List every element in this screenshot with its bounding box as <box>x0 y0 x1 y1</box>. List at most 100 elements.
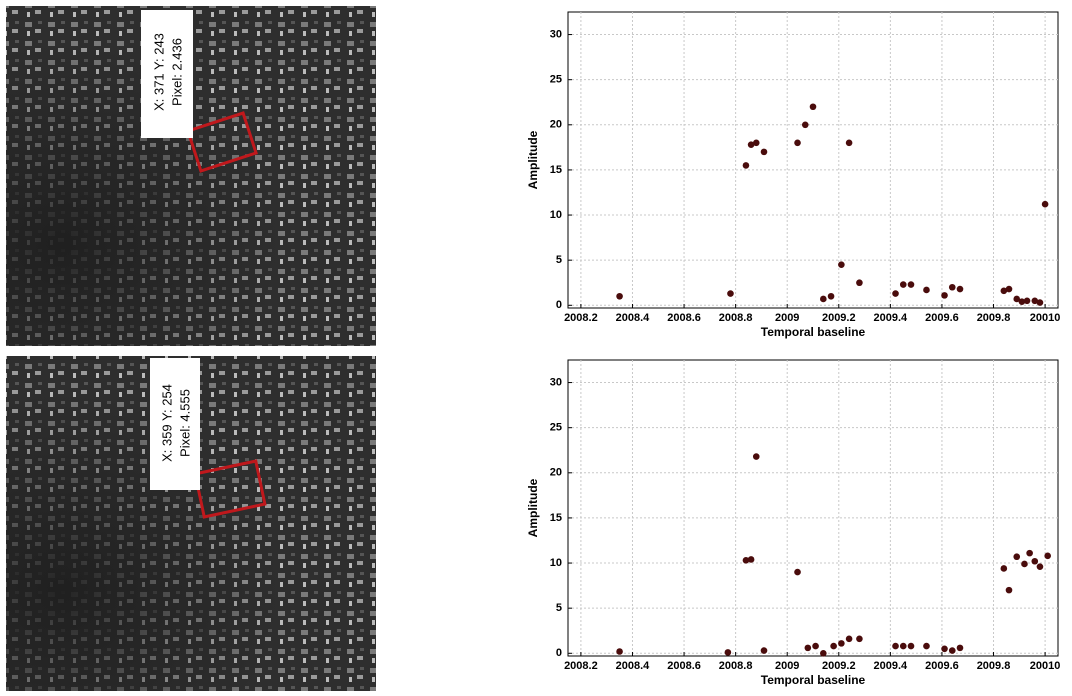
y-tick-label: 25 <box>550 422 562 434</box>
point <box>742 557 750 564</box>
x-tick-label: 20010 <box>1030 312 1061 324</box>
x-tick-label: 2009 <box>775 312 799 324</box>
point <box>1044 552 1051 560</box>
point <box>724 649 732 656</box>
x-axis-title: Temporal baseline <box>761 673 866 687</box>
y-tick-label: 0 <box>556 299 562 311</box>
point <box>838 640 845 647</box>
point <box>838 261 845 268</box>
x-tick-label: 2009.4 <box>874 312 909 324</box>
y-tick-label: 15 <box>550 164 562 176</box>
point <box>892 290 899 297</box>
point <box>752 453 760 460</box>
point <box>752 139 760 147</box>
plot-area <box>567 359 1059 657</box>
point <box>794 568 801 576</box>
point <box>845 635 853 643</box>
point <box>820 649 827 657</box>
point <box>616 648 623 655</box>
y-tick-label: 5 <box>556 602 562 614</box>
point <box>1005 285 1013 293</box>
point <box>1000 287 1008 295</box>
point <box>899 281 907 288</box>
y-tick-label: 30 <box>550 376 562 388</box>
x-tick-label: 2009.4 <box>874 660 909 672</box>
point <box>1000 565 1008 572</box>
point <box>1013 553 1021 561</box>
point <box>907 281 915 288</box>
x-tick-label: 2009.2 <box>822 312 856 324</box>
point <box>794 139 801 147</box>
y-axis-title: Amplitude <box>526 130 540 189</box>
y-tick-label: 0 <box>556 647 562 659</box>
point <box>899 642 907 650</box>
point <box>923 286 930 294</box>
x-tick-label: 2009.8 <box>977 312 1011 324</box>
point <box>956 644 964 652</box>
point <box>820 295 827 303</box>
y-tick-label: 10 <box>550 557 562 569</box>
sar-image <box>6 356 376 691</box>
x-tick-label: 2008.6 <box>667 660 701 672</box>
point <box>845 139 853 147</box>
x-tick-label: 2008.4 <box>616 312 651 324</box>
point <box>1021 560 1028 568</box>
y-tick-label: 20 <box>550 467 562 479</box>
y-axis-title: Amplitude <box>526 478 540 537</box>
x-tick-label: 2009.6 <box>925 312 959 324</box>
x-tick-label: 2008.2 <box>564 660 598 672</box>
point <box>907 642 915 650</box>
point <box>1031 557 1039 565</box>
point <box>941 645 948 653</box>
point <box>1041 200 1049 208</box>
point <box>1026 549 1033 557</box>
x-tick-label: 2009.6 <box>925 660 959 672</box>
point <box>1036 299 1044 306</box>
point <box>1018 298 1026 305</box>
point <box>1005 586 1013 594</box>
point <box>747 556 755 563</box>
point <box>856 635 863 643</box>
y-tick-label: 30 <box>550 28 562 40</box>
point <box>801 121 809 129</box>
point <box>804 644 812 652</box>
datatip-text: Pixel: 4.555 <box>177 389 192 457</box>
point <box>742 162 750 169</box>
point <box>1013 295 1021 303</box>
point <box>827 292 835 300</box>
point <box>809 103 817 111</box>
point <box>956 285 964 293</box>
point <box>727 290 734 297</box>
x-tick-label: 2008.2 <box>564 312 598 324</box>
y-tick-label: 20 <box>550 119 562 131</box>
x-tick-label: 20010 <box>1030 660 1061 672</box>
x-tick-label: 2008.6 <box>667 312 701 324</box>
y-tick-label: 15 <box>550 512 562 524</box>
point <box>948 647 956 654</box>
x-tick-label: 2008.8 <box>719 660 753 672</box>
x-tick-label: 2009.2 <box>822 660 856 672</box>
point <box>812 642 819 650</box>
datatip-text: X: 371 Y: 243 <box>151 33 166 111</box>
x-tick-label: 2008.8 <box>719 312 753 324</box>
x-axis-title: Temporal baseline <box>761 325 866 339</box>
plot-area <box>567 11 1059 309</box>
datatip-text: Pixel: 2.436 <box>169 38 184 106</box>
x-tick-label: 2009.8 <box>977 660 1011 672</box>
point <box>948 283 956 291</box>
point <box>616 292 623 300</box>
datatip-text: X: 359 Y: 254 <box>159 384 174 462</box>
point <box>923 642 930 650</box>
x-tick-label: 2009 <box>775 660 799 672</box>
point <box>856 279 863 287</box>
point <box>747 141 755 148</box>
y-tick-label: 10 <box>550 209 562 221</box>
sar-image <box>6 6 376 346</box>
point <box>830 642 837 650</box>
point <box>1036 563 1044 570</box>
point <box>1023 297 1031 305</box>
point <box>760 647 768 654</box>
point <box>941 292 948 299</box>
x-tick-label: 2008.4 <box>616 660 651 672</box>
